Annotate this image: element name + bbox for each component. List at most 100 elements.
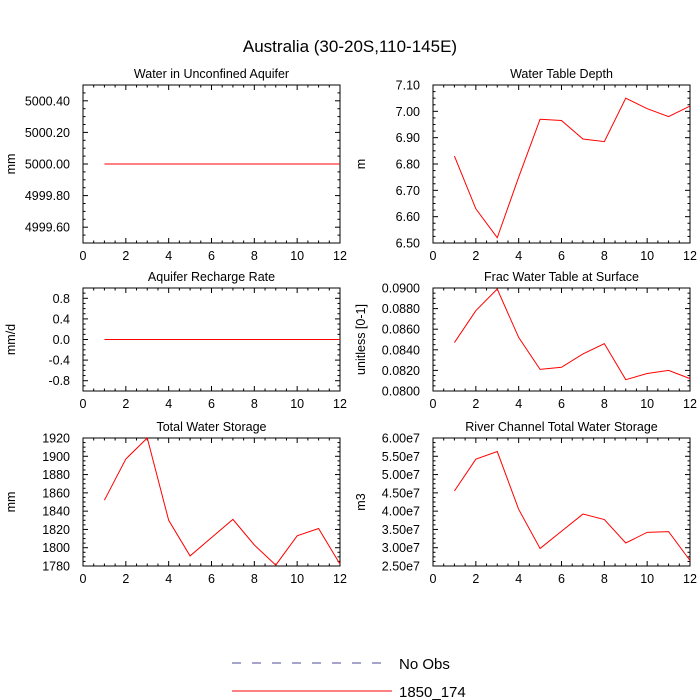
y-tick-label: 5.50e7: [382, 450, 420, 464]
x-tick-label: 4: [515, 249, 522, 263]
x-tick-label: 0: [80, 572, 87, 586]
x-tick-label: 6: [558, 572, 565, 586]
y-tick-label: 6.90: [396, 131, 420, 145]
y-tick-label: 7.10: [396, 79, 420, 93]
panel-5: Total Water Storage mm 0 2 4 6 8 10 12 1780 1800 18…: [4, 420, 347, 586]
x-tick-label: 12: [333, 397, 347, 411]
x-tick-label: 6: [208, 397, 215, 411]
legend-label: 1850_174: [399, 684, 466, 700]
plot-frame: [82, 437, 341, 567]
plot-frame: [432, 287, 691, 392]
y-tick-label: 0.0900: [382, 282, 420, 296]
y-axis-label: mm: [4, 154, 18, 175]
panel-2: Water Table Depth m 0 2 4 6 8 10 12 6.50 6.60 6.70 6…: [354, 67, 697, 263]
panel-4: Frac Water Table at Surface unitless [0-1…: [354, 270, 697, 411]
y-tick-label: 0.0880: [382, 302, 420, 316]
y-tick-label: 5.00e7: [382, 468, 420, 482]
x-tick-label: 10: [640, 397, 654, 411]
x-tick-label: 2: [472, 572, 479, 586]
panel-title: River Channel Total Water Storage: [465, 420, 658, 434]
x-tick-label: 8: [601, 249, 608, 263]
y-tick-label: 6.80: [396, 158, 420, 172]
y-tick-label: 4999.60: [25, 221, 70, 235]
x-tick-label: 2: [472, 397, 479, 411]
y-tick-label: 1860: [42, 486, 70, 500]
y-axis-label: mm/d: [4, 324, 18, 355]
y-tick-label: 3.50e7: [382, 523, 420, 537]
x-tick-label: 2: [122, 572, 129, 586]
x-tick-label: 8: [251, 572, 258, 586]
x-tick-label: 4: [515, 397, 522, 411]
x-tick-label: 0: [430, 572, 437, 586]
y-axis-label: mm: [4, 492, 18, 513]
panel-6: River Channel Total Water Storage m3 0 2 4 6 8…: [354, 420, 697, 586]
panel-title: Frac Water Table at Surface: [484, 270, 639, 284]
y-tick-label: 6.70: [396, 184, 420, 198]
y-tick-label: 0.0: [53, 333, 70, 347]
x-tick-label: 2: [472, 249, 479, 263]
x-tick-label: 6: [208, 249, 215, 263]
series-line: [454, 288, 691, 381]
series-line: [454, 450, 691, 561]
y-axis-label: unitless [0-1]: [354, 304, 368, 375]
x-tick-label: 12: [683, 572, 697, 586]
y-tick-label: 1780: [42, 560, 70, 574]
x-tick-label: 10: [290, 397, 304, 411]
y-axis-label: m: [354, 159, 368, 169]
x-tick-label: 10: [640, 572, 654, 586]
y-tick-label: 0.4: [53, 312, 70, 326]
y-tick-label: 6.60: [396, 210, 420, 224]
y-tick-label: 4.00e7: [382, 505, 420, 519]
series-line: [453, 97, 691, 239]
x-tick-label: 4: [165, 397, 172, 411]
x-tick-label: 0: [80, 397, 87, 411]
panel-3: Aquifer Recharge Rate mm/d 0 2 4 6 8 10 12 -0.8 -0…: [4, 270, 347, 411]
y-tick-label: 5000.20: [25, 126, 70, 140]
y-tick-label: 0.0840: [382, 343, 420, 357]
y-tick-label: 6.00e7: [382, 432, 420, 446]
y-tick-label: 5000.00: [25, 158, 70, 172]
y-tick-label: 3.00e7: [382, 541, 420, 555]
x-tick-label: 8: [251, 397, 258, 411]
x-tick-label: 0: [430, 249, 437, 263]
panel-title: Total Water Storage: [156, 420, 266, 434]
y-tick-label: 7.00: [396, 105, 420, 119]
x-tick-label: 12: [683, 397, 697, 411]
y-tick-label: 1900: [42, 450, 70, 464]
legend-label: No Obs: [399, 656, 450, 673]
y-tick-label: 0.0800: [382, 385, 420, 399]
y-tick-label: 1820: [42, 523, 70, 537]
x-tick-label: 12: [683, 249, 697, 263]
x-tick-label: 2: [122, 397, 129, 411]
y-tick-label: 5000.40: [25, 94, 70, 108]
x-tick-label: 0: [430, 397, 437, 411]
y-tick-label: -0.4: [48, 354, 70, 368]
x-tick-label: 6: [558, 397, 565, 411]
y-tick-label: 6.50: [396, 237, 420, 251]
y-tick-label: -0.8: [48, 374, 70, 388]
x-tick-label: 8: [251, 249, 258, 263]
x-tick-label: 4: [515, 572, 522, 586]
x-tick-label: 8: [601, 572, 608, 586]
x-tick-label: 6: [558, 249, 565, 263]
x-tick-label: 4: [165, 249, 172, 263]
panel-title: Water in Unconfined Aquifer: [134, 67, 289, 81]
y-axis-label: m3: [354, 493, 368, 510]
panel-title: Water Table Depth: [510, 67, 613, 81]
x-tick-label: 6: [208, 572, 215, 586]
y-tick-label: 4.50e7: [382, 486, 420, 500]
panel-title: Aquifer Recharge Rate: [148, 270, 275, 284]
y-tick-label: 1840: [42, 505, 70, 519]
x-tick-label: 2: [122, 249, 129, 263]
y-tick-label: 0.0860: [382, 323, 420, 337]
x-tick-label: 0: [80, 249, 87, 263]
x-tick-label: 10: [290, 249, 304, 263]
x-tick-label: 4: [165, 572, 172, 586]
figure-title: Australia (30-20S,110-145E): [243, 37, 457, 56]
plot-frame: [432, 84, 691, 244]
panel-1: Water in Unconfined Aquifer mm 0 2 4 6 8 10 12 49…: [4, 67, 347, 263]
plot-frame: [432, 437, 691, 567]
y-tick-label: 1880: [42, 468, 70, 482]
y-tick-label: 0.0820: [382, 364, 420, 378]
